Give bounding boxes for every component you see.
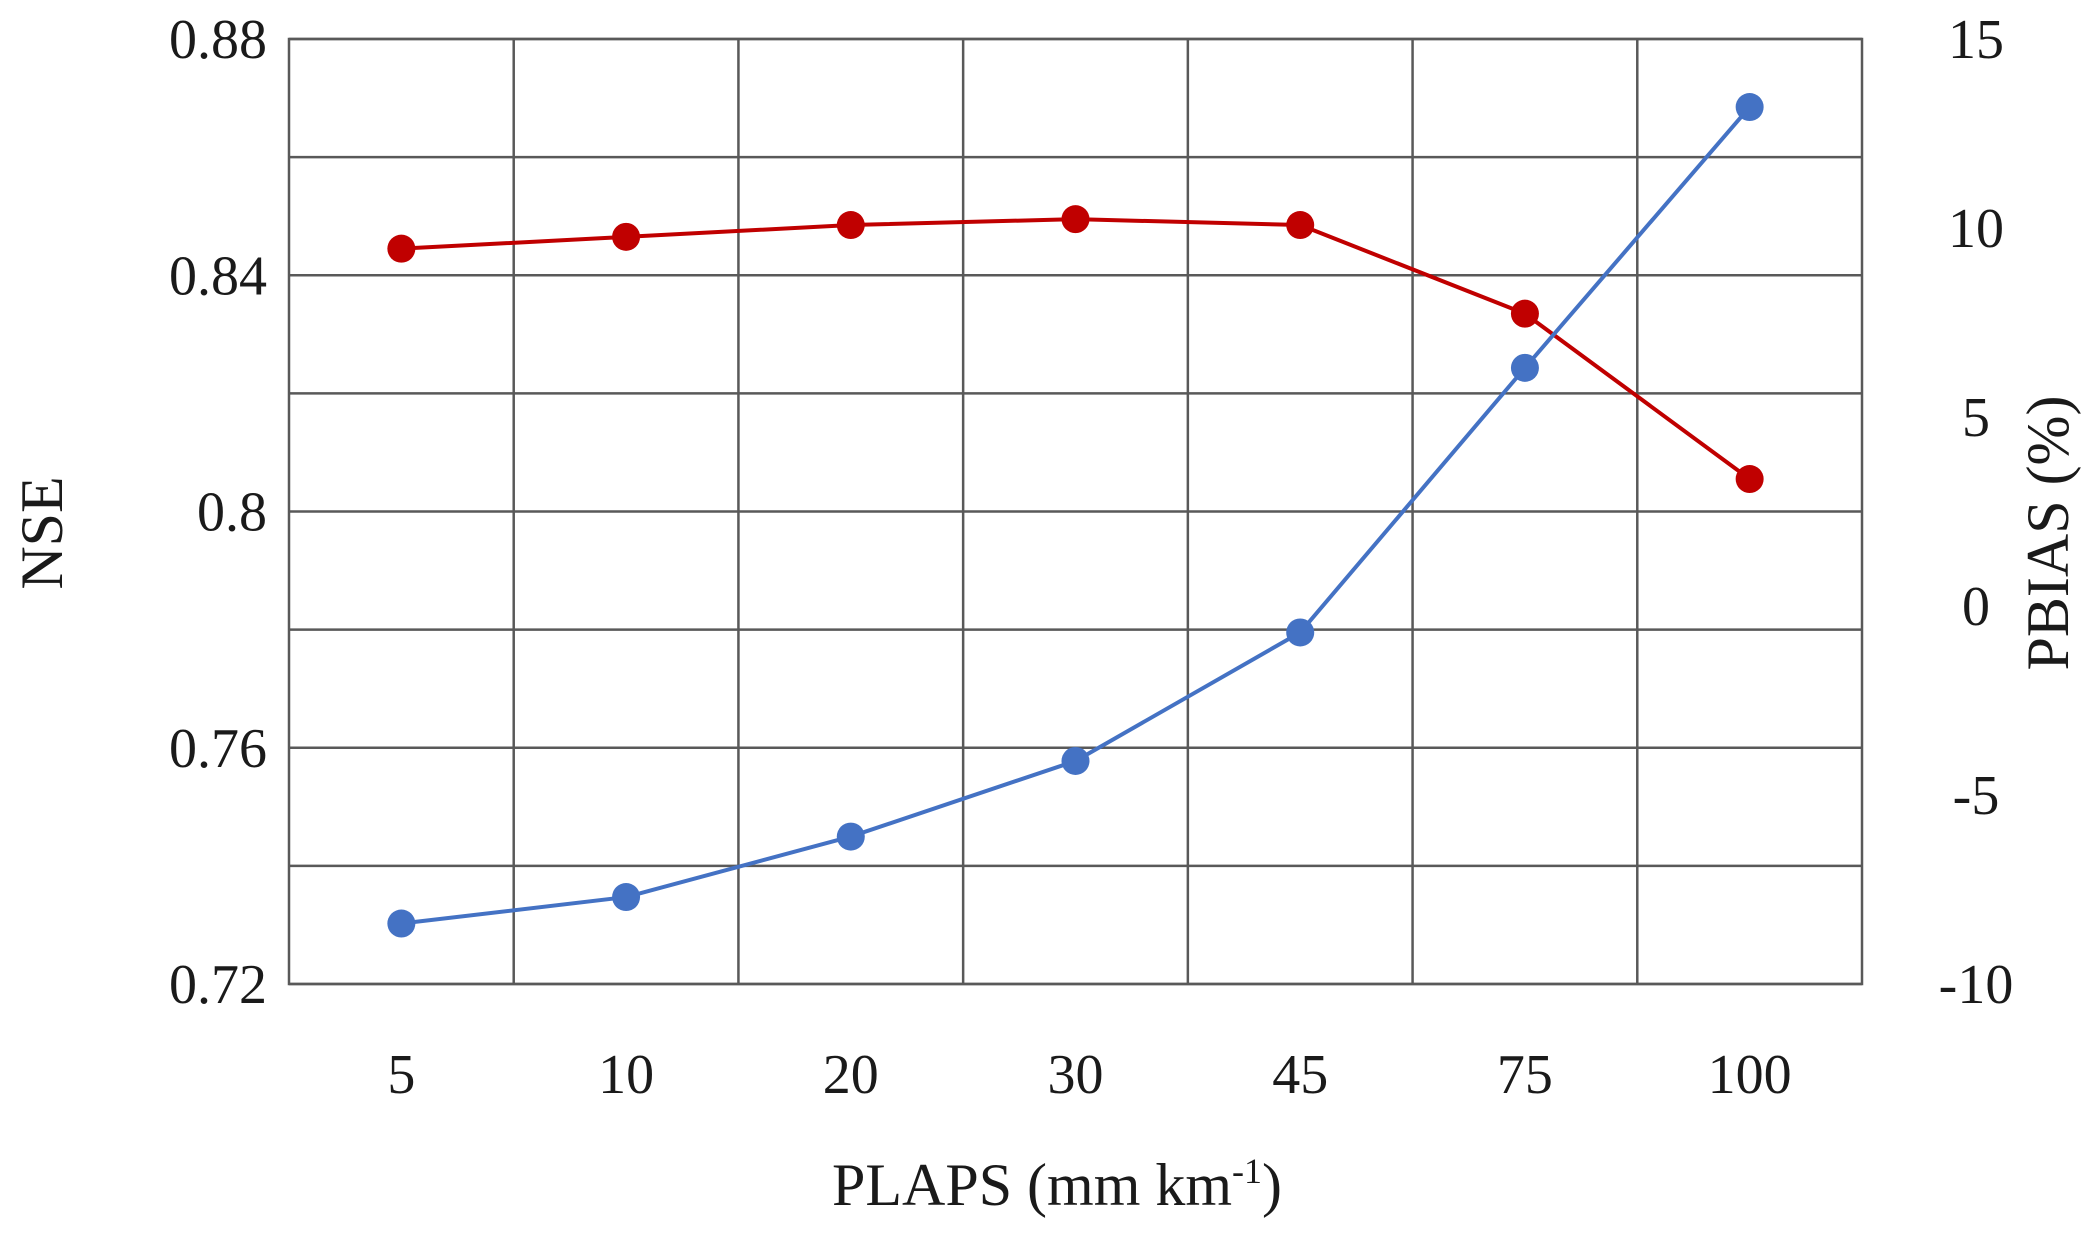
x-tick-label: 10 [598,1044,654,1106]
data-point [1286,618,1315,647]
y-right-tick-label: -10 [1939,954,2014,1016]
grid [289,37,1862,986]
x-tick-label: 75 [1497,1044,1553,1106]
x-axis-title-end: ) [1262,1152,1282,1218]
data-point [836,211,865,240]
plot-frame [287,37,1864,986]
x-axis-title-superscript: -1 [1232,1151,1262,1191]
data-point [1735,93,1764,122]
data-point [1061,205,1090,234]
y-axis-title-left: NSE [9,476,75,589]
series-1 [387,205,1764,494]
series-line [401,217,1751,481]
y-left-tick-label: 0.88 [169,9,267,71]
y-axis-title-right: PBIAS (%) [2015,395,2081,670]
series-layer [387,93,1764,938]
data-point [1510,353,1539,382]
data-point [836,822,865,851]
data-point [1286,211,1315,240]
x-axis: 5 10 20 30 45 75 100 [387,1044,1791,1106]
data-point [1510,299,1539,328]
data-point [387,909,416,938]
data-point [387,234,416,263]
y-left-tick-label: 0.76 [169,718,267,780]
x-tick-label: 30 [1048,1044,1104,1106]
data-point [1061,746,1090,775]
y-right-tick-label: 0 [1962,576,1990,638]
data-point [1735,465,1764,494]
x-tick-label: 5 [387,1044,415,1106]
x-axis-title-main: PLAPS (mm km [832,1152,1232,1218]
x-tick-label: 20 [823,1044,879,1106]
y-right-tick-label: 5 [1962,387,1990,449]
y-left-tick-label: 0.8 [197,482,267,544]
right-axis: -10 -5 0 5 10 15 [1939,9,2014,1016]
data-point [612,222,641,251]
y-right-tick-label: -5 [1953,765,2000,827]
data-point [612,883,641,912]
y-left-tick-label: 0.72 [169,954,267,1016]
series-2 [387,93,1764,938]
y-left-tick-label: 0.84 [169,245,267,307]
y-right-tick-label: 10 [1948,198,2004,260]
x-axis-title: PLAPS (mm km-1) [832,1151,1282,1218]
x-tick-label: 45 [1272,1044,1328,1106]
x-tick-label: 100 [1708,1044,1792,1106]
y-right-tick-label: 15 [1948,9,2004,71]
left-axis: 0.72 0.76 0.8 0.84 0.88 [169,9,267,1016]
